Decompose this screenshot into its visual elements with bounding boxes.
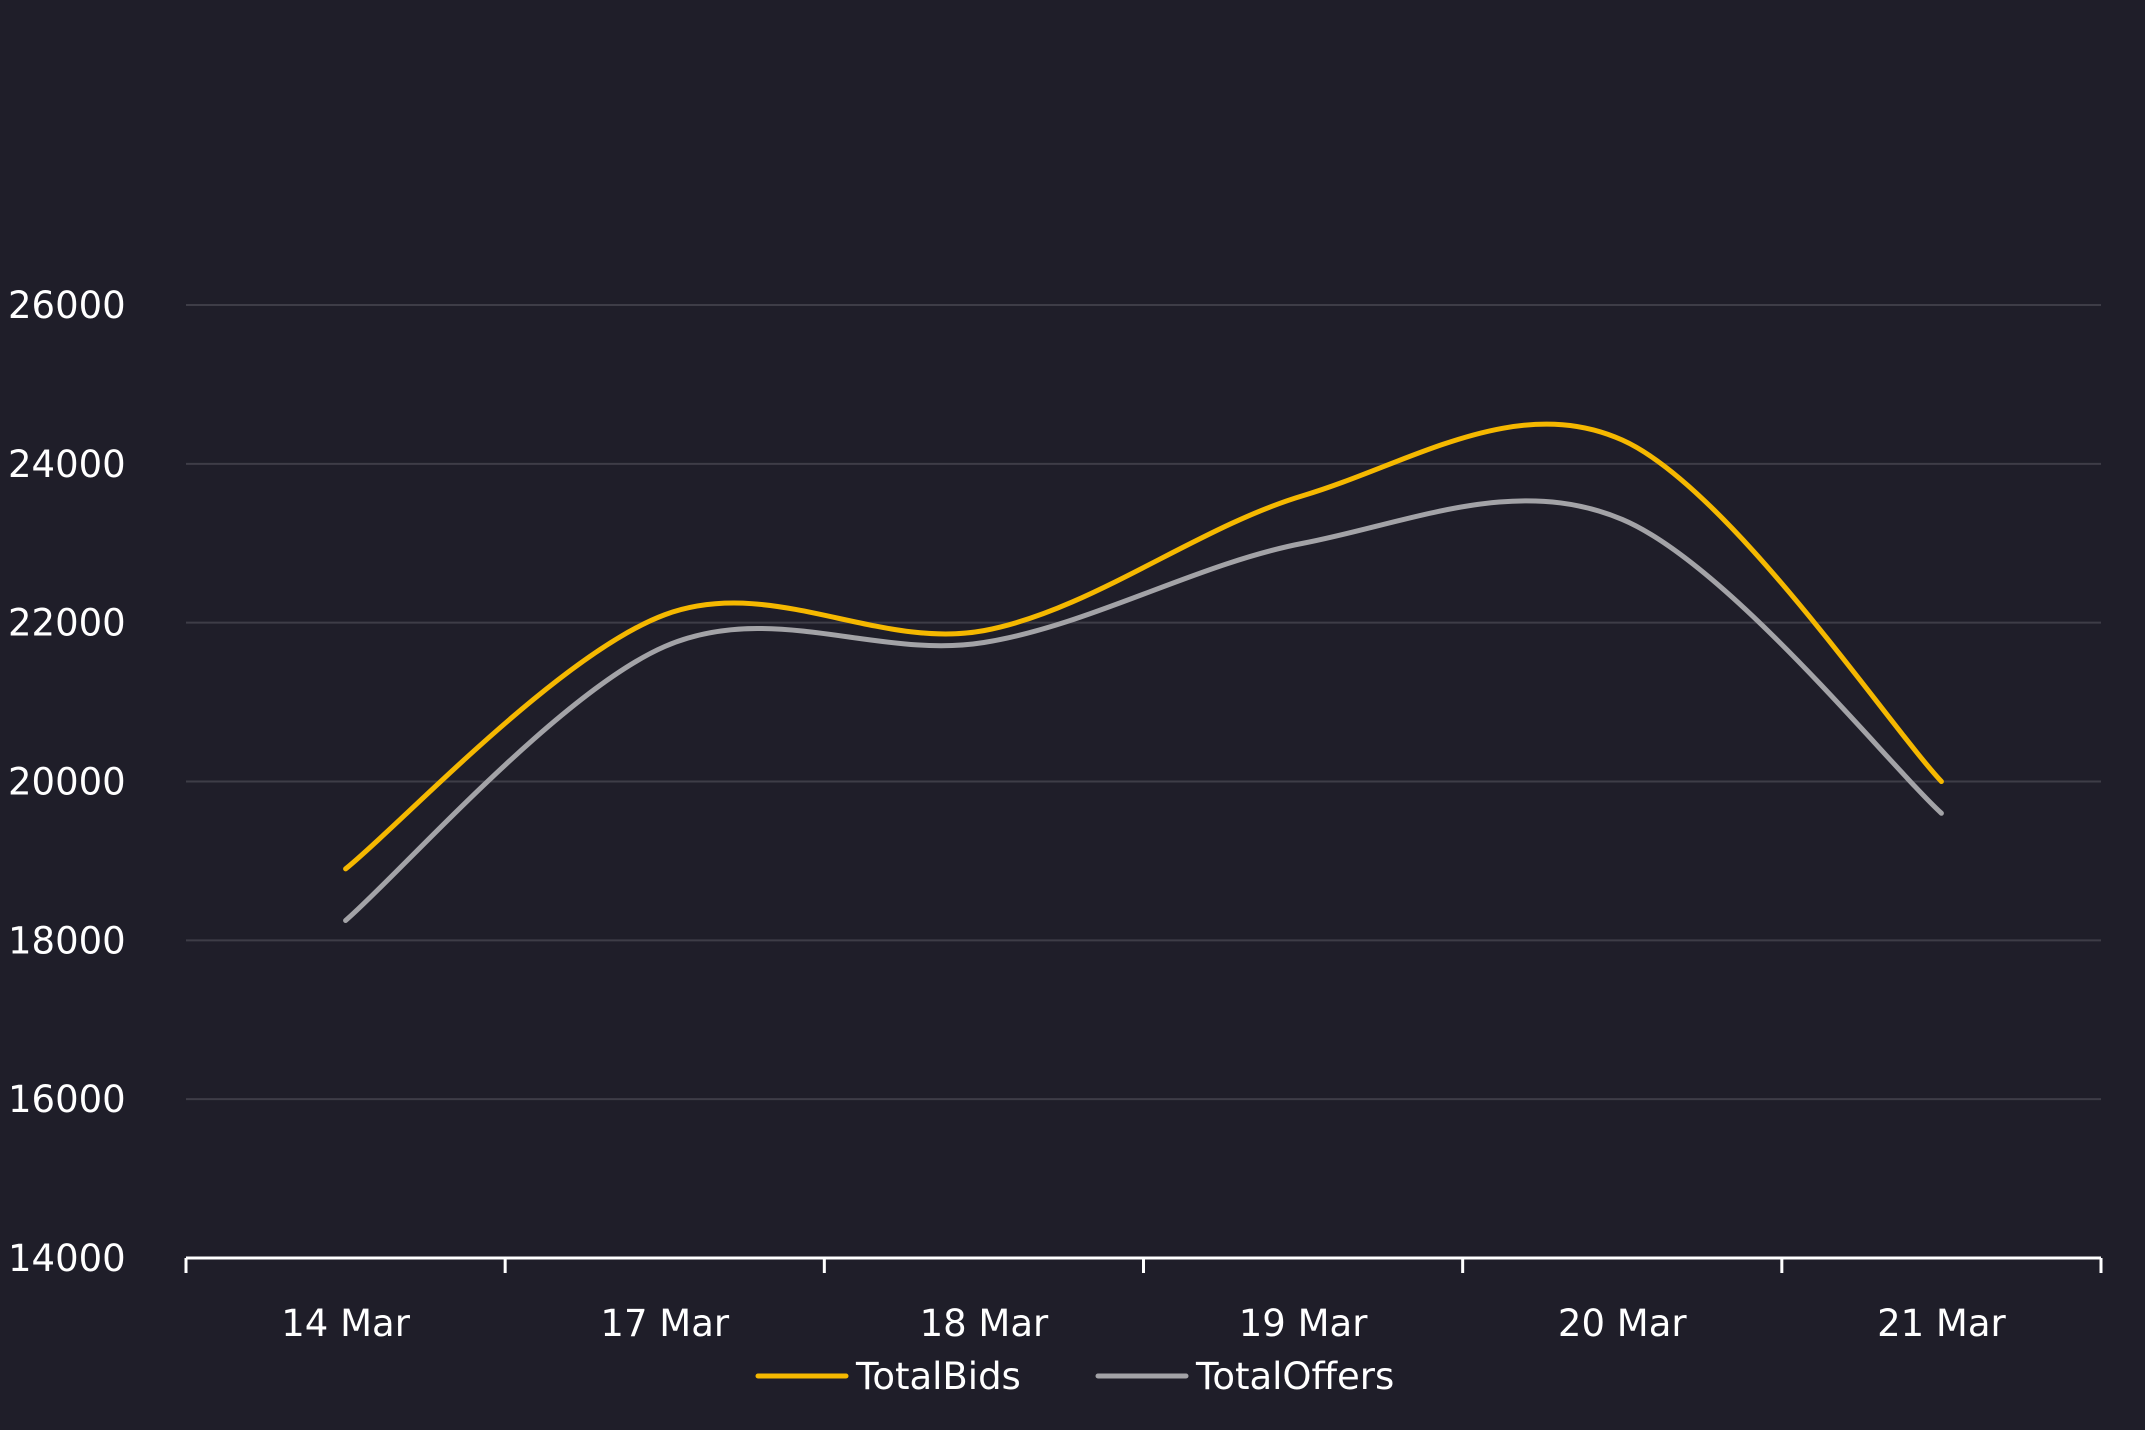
x-tick-label: 18 Mar: [920, 1302, 1049, 1345]
series-lines: [343, 421, 1944, 923]
y-tick-label: 20000: [8, 761, 126, 804]
y-tick-label: 14000: [8, 1237, 126, 1280]
y-axis: 14000 16000 18000 20000 22000 24000 26000: [8, 284, 126, 1280]
x-axis: 14 Mar 17 Mar 18 Mar 19 Mar 20 Mar 21 Mar: [184, 1256, 2103, 1345]
x-tick-label: 19 Mar: [1239, 1302, 1368, 1345]
x-tick-label: 14 Mar: [281, 1302, 410, 1345]
x-tick-label: 20 Mar: [1558, 1302, 1687, 1345]
x-tick-label: 17 Mar: [600, 1302, 729, 1345]
legend: TotalBids TotalOffers: [755, 1355, 1394, 1398]
legend-label: TotalBids: [855, 1355, 1021, 1398]
grid-lines: [186, 304, 2101, 1101]
series-line-totalbids: [343, 421, 1944, 872]
legend-item-totaloffers: TotalOffers: [1095, 1355, 1394, 1398]
y-tick-label: 26000: [8, 284, 126, 327]
x-tick-label: 21 Mar: [1877, 1302, 2006, 1345]
series-line-totaloffers: [343, 498, 1944, 923]
y-tick-label: 24000: [8, 443, 126, 486]
legend-label: TotalOffers: [1195, 1355, 1394, 1398]
y-tick-label: 22000: [8, 602, 126, 645]
legend-item-totalbids: TotalBids: [755, 1355, 1021, 1398]
y-tick-label: 18000: [8, 919, 126, 962]
y-tick-label: 16000: [8, 1078, 126, 1121]
